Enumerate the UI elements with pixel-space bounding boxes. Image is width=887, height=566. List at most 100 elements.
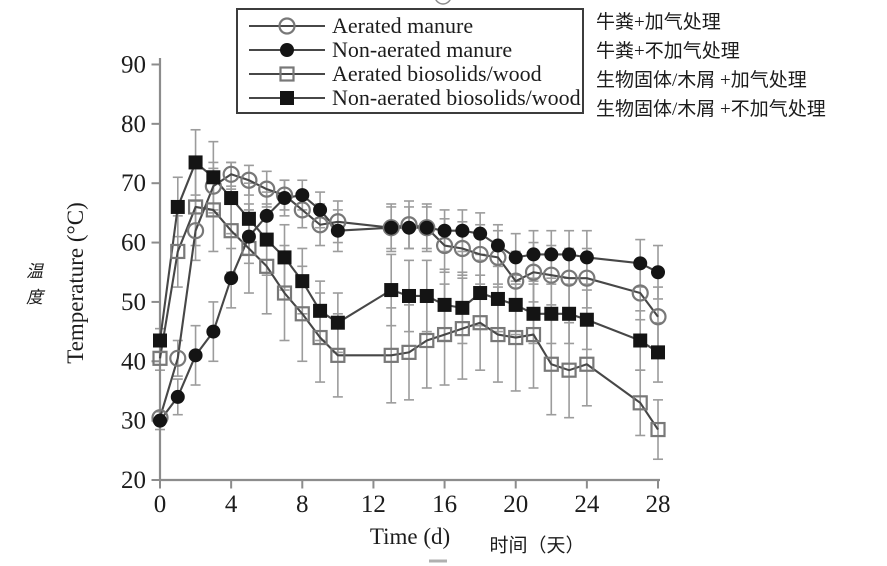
- data-point-marker: [153, 333, 167, 348]
- data-point-marker: [169, 349, 187, 367]
- legend-marker-sample-circle-open: [249, 17, 325, 35]
- data-point-marker: [508, 329, 524, 346]
- data-point-marker: [631, 284, 649, 302]
- data-point-marker: [312, 329, 328, 346]
- data-point-marker: [419, 288, 434, 303]
- data-point-marker: [295, 274, 310, 289]
- data-point-marker: [224, 271, 239, 286]
- data-point-marker: [206, 324, 221, 339]
- x-tick-label: 12: [361, 491, 386, 518]
- data-point-marker: [632, 395, 648, 411]
- data-point-marker: [241, 229, 256, 244]
- data-point-marker: [383, 347, 399, 363]
- y-tick-label: 60: [121, 230, 146, 257]
- x-tick-label: 24: [574, 491, 600, 518]
- data-point-marker: [633, 256, 648, 271]
- data-point-marker: [277, 250, 292, 265]
- data-point-marker: [186, 222, 205, 240]
- legend-item-label: Non-aerated manure: [332, 37, 513, 62]
- y-tick-label: 70: [121, 170, 146, 197]
- series-markers-layer: [151, 155, 667, 438]
- cropped-circle-artifact: [435, 0, 451, 5]
- series-non-aerated-manure-markers: [153, 188, 666, 428]
- data-point-marker: [188, 348, 203, 363]
- data-point-marker: [401, 344, 417, 360]
- y-tick-label: 40: [121, 348, 146, 375]
- data-point-marker: [311, 216, 329, 234]
- x-tick-label: 0: [154, 491, 167, 518]
- data-point-marker: [473, 226, 488, 241]
- series-aerated-biosolids-wood-line: [158, 205, 659, 431]
- x-axis-title-chinese: 时间（天）: [489, 535, 585, 557]
- data-point-marker: [437, 297, 452, 312]
- data-point-marker: [278, 17, 296, 35]
- data-point-marker: [633, 333, 648, 348]
- legend-marker-sample-square-open: [249, 66, 325, 82]
- data-point-marker: [293, 201, 311, 219]
- data-point-marker: [471, 245, 489, 264]
- data-point-marker: [455, 223, 470, 238]
- data-point-marker: [280, 43, 294, 57]
- data-point-marker: [170, 389, 185, 404]
- y-tick-label: 50: [121, 289, 146, 316]
- legend-item-non-aerated-biosolids-wood: Non-aerated biosolids/wood: [246, 86, 582, 110]
- data-point-marker: [222, 165, 240, 183]
- data-point-marker: [170, 199, 185, 214]
- data-point-marker: [579, 250, 594, 265]
- data-point-marker: [187, 199, 204, 215]
- y-axis-title-chinese: 温度: [23, 262, 42, 314]
- data-point-marker: [258, 180, 276, 198]
- data-point-marker: [240, 171, 258, 189]
- data-point-marker: [313, 202, 328, 217]
- annotation-line: 生物固体/木屑 +加气处理: [596, 70, 807, 91]
- data-point-marker: [418, 219, 436, 237]
- data-point-marker: [526, 247, 541, 262]
- data-point-marker: [170, 243, 186, 260]
- data-point-marker: [560, 269, 578, 287]
- data-point-marker: [508, 250, 523, 265]
- data-point-marker: [453, 239, 471, 258]
- data-point-marker: [277, 191, 292, 206]
- x-axis-title: Time (d): [369, 524, 451, 549]
- series-non-aerated-biosolids-wood-markers: [153, 155, 666, 360]
- data-point-marker: [384, 220, 399, 235]
- data-point-marker: [153, 413, 167, 428]
- data-point-marker: [455, 300, 470, 315]
- legend-marker-sample-square-filled: [249, 91, 325, 105]
- data-point-marker: [223, 223, 239, 239]
- data-point-marker: [330, 223, 345, 238]
- legend-item-non-aerated-manure: Non-aerated manure: [246, 38, 582, 62]
- data-point-marker: [295, 188, 310, 203]
- y-tick-label: 30: [121, 408, 146, 435]
- data-point-marker: [402, 288, 417, 303]
- data-point-marker: [490, 238, 505, 253]
- annotation-line: 生物固体/木屑 +不加气处理: [596, 99, 826, 120]
- chinese-annotations: 牛粪+加气处理 牛粪+不加气处理 生物固体/木屑 +加气处理 生物固体/木屑 +不加气…: [596, 8, 886, 124]
- data-point-marker: [525, 326, 542, 343]
- x-tick-label: 20: [503, 491, 528, 518]
- data-point-marker: [419, 332, 435, 349]
- data-point-marker: [330, 315, 345, 330]
- data-point-marker: [206, 170, 221, 185]
- data-point-marker: [454, 321, 470, 337]
- annotation-line: 牛粪+不加气处理: [596, 41, 740, 62]
- data-point-marker: [436, 326, 453, 343]
- data-point-marker: [276, 285, 293, 301]
- data-point-marker: [562, 247, 577, 262]
- data-point-marker: [524, 263, 543, 281]
- y-tick-label: 20: [121, 467, 146, 494]
- data-point-marker: [259, 208, 274, 223]
- y-tick-label: 80: [121, 111, 146, 138]
- data-point-marker: [188, 155, 203, 170]
- x-tick-label: 28: [646, 491, 671, 518]
- data-point-marker: [651, 265, 666, 280]
- data-point-marker: [472, 315, 488, 331]
- legend-item-label: Aerated biosolids/wood: [332, 61, 542, 86]
- data-point-marker: [562, 306, 577, 321]
- axes-layer: 20 30 40 50 60 70 80 90 0 4 8 12 16 20 24 28: [121, 51, 671, 518]
- data-point-marker: [402, 220, 417, 235]
- data-point-marker: [490, 326, 506, 343]
- data-point-marker: [435, 236, 454, 255]
- data-point-marker: [542, 266, 560, 284]
